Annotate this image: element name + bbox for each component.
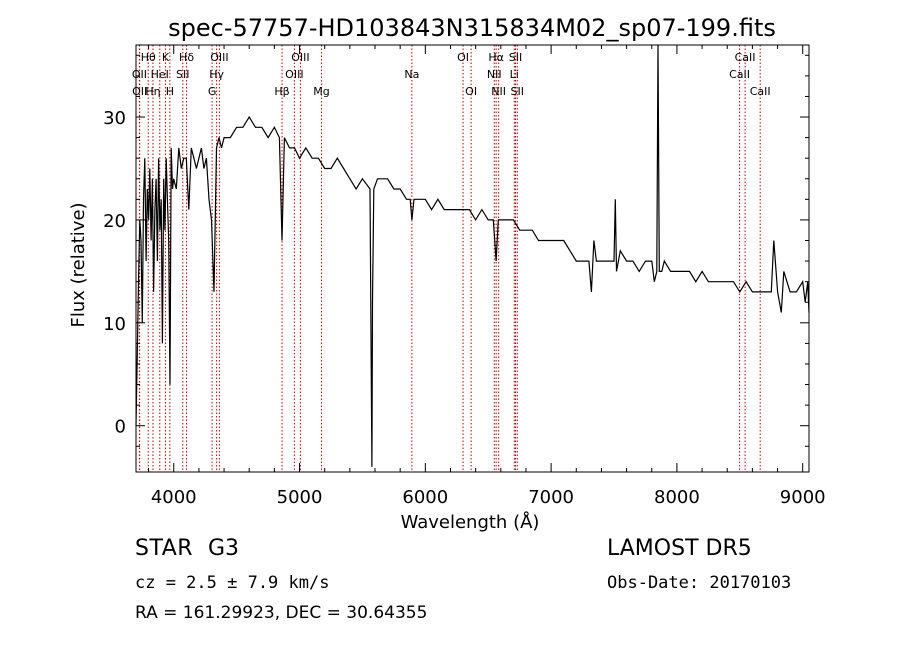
line-marker-label: G [208,85,217,98]
line-marker-label: Hη [145,85,160,98]
line-marker-label: H [166,85,174,98]
observation-date: Obs-Date: 20170103 [607,573,792,593]
line-marker-label: SII [176,68,189,81]
line-marker-label: OIII [285,68,303,81]
survey-name: LAMOST DR5 [607,536,752,561]
line-marker-label: CaII [729,68,750,81]
line-marker-label: OIII [210,51,228,64]
line-marker-label: Mg [313,85,329,98]
line-marker-label: HeI [151,68,169,81]
x-tick-label: 4000 [151,487,197,508]
x-tick-label: 9000 [780,487,826,508]
spectrum-line [135,44,810,467]
line-marker-label: OI [457,51,469,64]
line-marker-label: CaII [735,51,756,64]
x-tick-label: 8000 [654,487,700,508]
line-marker-label: OIII [291,51,309,64]
x-tick-label: 6000 [402,487,448,508]
line-marker-label: OII [132,68,147,81]
object-class: STAR [135,536,194,561]
ra-dec-coordinates: RA = 161.29923, DEC = 30.64355 [135,603,428,623]
y-axis: 0 10 20 30 [103,54,809,447]
line-marker-label: Hγ [209,68,224,81]
x-tick-label: 7000 [528,487,574,508]
plot-frame [135,44,810,473]
y-axis-label: Flux (relative) [68,202,89,327]
line-marker-label: Hα [488,51,504,64]
line-marker-label: NII [491,85,506,98]
line-marker-label: Hθ [141,51,156,64]
chart-title: spec-57757-HD103843N315834M02_sp07-199.f… [168,14,776,42]
y-tick-label: 10 [103,314,126,335]
y-tick-label: 30 [103,108,126,129]
redshift-cz: cz = 2.5 ± 7.9 km/s [135,573,330,593]
x-axis-label: Wavelength (Å) [401,511,540,533]
line-marker-label: NII [487,68,502,81]
line-marker-label: SII [509,51,522,64]
line-marker-label: CaII [750,85,771,98]
line-markers [138,45,761,472]
line-marker-label: Hδ [179,51,194,64]
line-marker-label: SII [511,85,524,98]
x-tick-label: 5000 [277,487,323,508]
line-marker-labels: Hθ K Hδ OIII OIII OI Hα SII CaII OII HeI SII Hγ OIII N… [132,51,771,98]
y-tick-label: 0 [115,417,126,438]
line-marker-label: Hβ [274,85,289,98]
object-subclass: G3 [208,536,240,561]
line-marker-label: K [162,51,170,64]
line-marker-label: Li [510,68,519,81]
y-tick-label: 20 [103,211,126,232]
line-marker-label: Na [404,68,419,81]
line-marker-label: OI [465,85,477,98]
x-axis: 4000 5000 6000 7000 8000 9000 [148,45,826,508]
